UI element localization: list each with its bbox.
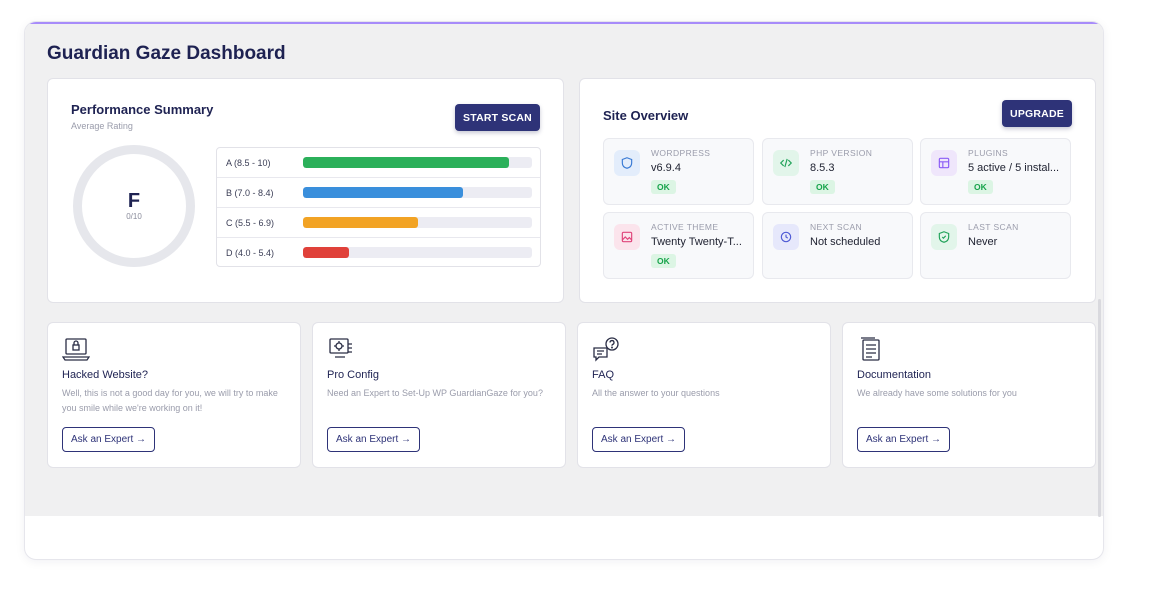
performance-subtitle: Average Rating [71,121,133,131]
hacked-website-card: Hacked Website? Well, this is not a good… [47,322,301,468]
rating-fill [303,157,510,168]
status-badge: OK [968,180,993,194]
help-card-text: We already have some solutions for you [857,388,1017,398]
shield-icon [614,150,640,176]
tile-value: 8.5.3 [810,162,835,174]
start-scan-button[interactable]: START SCAN [455,104,540,131]
code-icon [773,150,799,176]
plugins-tile: PLUGINS 5 active / 5 instal... OK [920,138,1071,205]
ask-expert-button[interactable]: Ask an Expert → [592,427,686,452]
help-card-title: FAQ [592,369,615,381]
status-badge: OK [651,254,676,268]
rating-fill [303,247,349,258]
next-scan-tile: NEXT SCAN Not scheduled [762,212,913,279]
tile-caption: LAST SCAN [968,222,1019,232]
ask-expert-button[interactable]: Ask an Expert → [857,427,951,452]
tile-value: Not scheduled [810,236,881,248]
tile-value: v6.9.4 [651,162,681,174]
tile-caption: NEXT SCAN [810,222,863,232]
help-card-title: Pro Config [327,369,379,381]
score-value: 0/10 [126,212,142,221]
rating-fill [303,187,464,198]
score-gauge: F 0/10 [73,145,195,267]
button-label: Ask an Expert [601,434,664,445]
button-label: Ask an Expert [336,434,399,445]
accent-line [25,22,1103,24]
performance-title: Performance Summary [71,102,214,117]
rating-row: D (4.0 - 5.4) [217,238,540,268]
clock-icon [773,224,799,250]
help-card-text: All the answer to your questions [592,388,720,398]
dashboard-canvas: Guardian Gaze Dashboard Performance Summ… [25,24,1103,517]
rating-fill [303,217,418,228]
rating-row: B (7.0 - 8.4) [217,178,540,208]
ask-expert-button[interactable]: Ask an Expert → [62,427,156,452]
scrollbar[interactable] [1098,299,1101,517]
tile-value: Never [968,236,998,248]
documentation-card: Documentation We already have some solut… [842,322,1096,468]
rating-label: B (7.0 - 8.4) [226,188,274,198]
help-card-text: Well, this is not a good day for you, we… [62,388,278,413]
arrow-right-icon: → [136,434,147,445]
tile-caption: PHP VERSION [810,148,873,158]
rating-track [303,247,532,258]
php-version-tile: PHP VERSION 8.5.3 OK [762,138,913,205]
site-overview-title: Site Overview [603,108,689,123]
rating-label: A (8.5 - 10) [226,158,271,168]
image-icon [614,224,640,250]
rating-row: C (5.5 - 6.9) [217,208,540,238]
arrow-right-icon: → [931,434,942,445]
tile-caption: ACTIVE THEME [651,222,719,232]
grade-letter: F [127,190,141,212]
pro-config-card: Pro Config Need an Expert to Set-Up WP G… [312,322,566,468]
tile-value: Twenty Twenty-T... [651,236,742,248]
tile-caption: PLUGINS [968,148,1009,158]
status-badge: OK [810,180,835,194]
button-label: Ask an Expert [71,434,134,445]
faq-icon [593,337,619,362]
help-card-title: Documentation [857,369,931,381]
arrow-right-icon: → [666,434,677,445]
rating-track [303,187,532,198]
help-card-title: Hacked Website? [62,369,149,381]
dashboard-frame: Guardian Gaze Dashboard Performance Summ… [24,21,1104,560]
plugin-icon [931,150,957,176]
site-overview-card: Site Overview UPGRADE WORDPRESS v6.9.4 O… [579,78,1096,303]
document-icon [861,337,880,361]
rating-label: C (5.5 - 6.9) [226,218,275,228]
page-title: Guardian Gaze Dashboard [47,43,286,64]
last-scan-tile: LAST SCAN Never [920,212,1071,279]
button-label: Ask an Expert [866,434,929,445]
config-icon [329,338,352,358]
help-card-text: Need an Expert to Set-Up WP GuardianGaze… [327,388,543,398]
shield-check-icon [931,224,957,250]
active-theme-tile: ACTIVE THEME Twenty Twenty-T... OK [603,212,754,279]
rating-label: D (4.0 - 5.4) [226,248,275,258]
rating-row: A (8.5 - 10) [217,148,540,178]
rating-track [303,217,532,228]
rating-bars: A (8.5 - 10) B (7.0 - 8.4) C (5.5 - 6.9)… [216,147,541,267]
rating-track [303,157,532,168]
status-badge: OK [651,180,676,194]
upgrade-button[interactable]: UPGRADE [1002,100,1072,127]
tile-value: 5 active / 5 instal... [968,162,1060,174]
faq-card: FAQ All the answer to your questions Ask… [577,322,831,468]
tile-caption: WORDPRESS [651,148,711,158]
wordpress-tile: WORDPRESS v6.9.4 OK [603,138,754,205]
performance-summary-card: Performance Summary Average Rating START… [47,78,564,303]
laptop-lock-icon [62,338,90,361]
arrow-right-icon: → [401,434,412,445]
ask-expert-button[interactable]: Ask an Expert → [327,427,421,452]
